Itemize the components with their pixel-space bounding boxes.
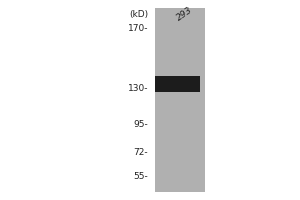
Bar xyxy=(155,8,205,192)
Text: 55-: 55- xyxy=(133,172,148,181)
Text: 170-: 170- xyxy=(128,24,148,33)
Text: 95-: 95- xyxy=(133,120,148,129)
Text: 130-: 130- xyxy=(128,84,148,93)
Text: (kD): (kD) xyxy=(129,10,148,19)
Bar xyxy=(155,76,200,92)
Text: 72-: 72- xyxy=(134,148,148,157)
Text: 293: 293 xyxy=(175,5,194,22)
